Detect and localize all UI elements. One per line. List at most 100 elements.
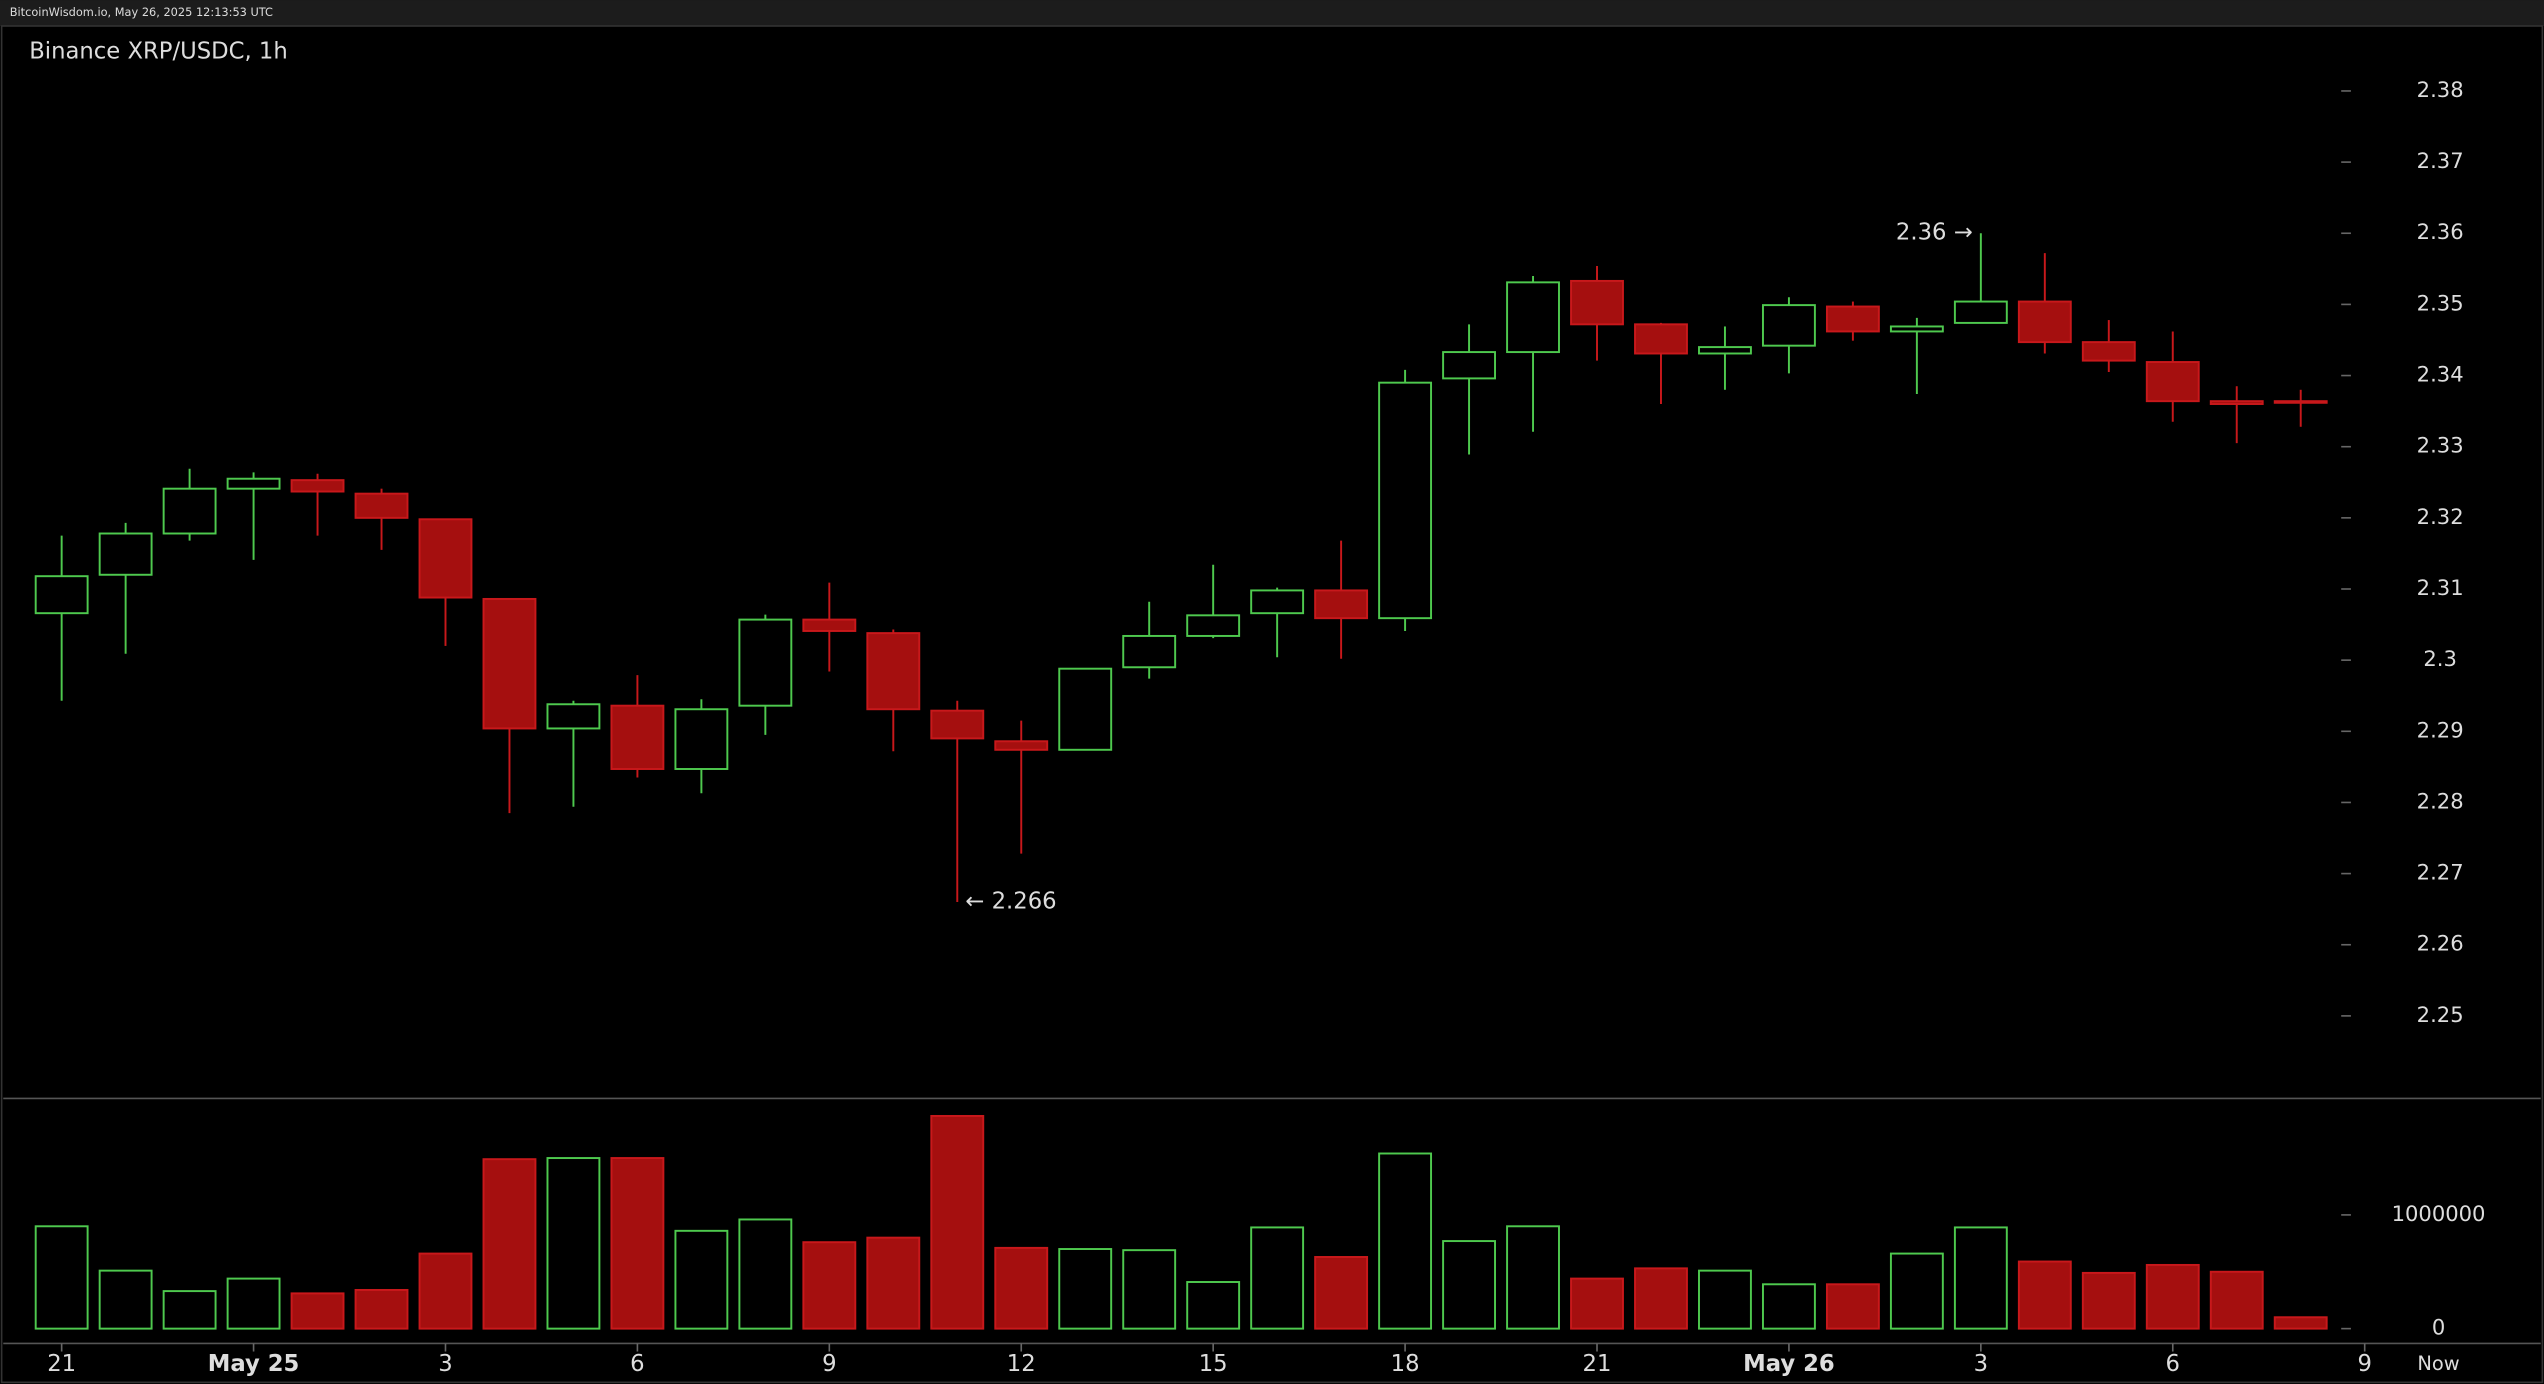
volume-bar: [930, 1114, 985, 1330]
volume-bar: [162, 1290, 217, 1330]
candle-body: [1442, 351, 1496, 380]
volume-tick-label: 1000000: [2392, 1201, 2486, 1226]
volume-bar: [1889, 1252, 1944, 1330]
volume-tick-label: 0: [2432, 1315, 2445, 1340]
volume-bar: [674, 1229, 729, 1330]
volume-bar: [98, 1269, 153, 1330]
volume-bar: [1442, 1240, 1496, 1330]
candle-body: [2145, 361, 2200, 403]
volume-bar: [290, 1292, 345, 1330]
candle-body: [610, 704, 665, 770]
y-tick-label: 2.33: [2417, 433, 2464, 458]
chart-title: Binance XRP/USDC, 1h: [29, 38, 288, 64]
candle-body: [866, 632, 921, 711]
volume-bar: [1314, 1256, 1369, 1330]
candle-body: [226, 477, 281, 490]
candle-body: [1889, 325, 1944, 333]
y-tick-label: 2.29: [2417, 717, 2464, 742]
volume-bar: [1058, 1248, 1113, 1330]
top-bar: [0, 0, 2544, 26]
candle-body: [1186, 614, 1241, 637]
candle-body: [34, 575, 89, 615]
volume-bar: [226, 1277, 281, 1330]
candle-body: [98, 532, 153, 576]
y-tick-label: 2.27: [2417, 860, 2464, 885]
candle-body: [162, 487, 217, 535]
volume-bar: [802, 1241, 857, 1330]
candle-body: [1058, 667, 1113, 751]
y-tick-label: 2.35: [2417, 290, 2464, 315]
x-tick-label: 21: [1583, 1351, 1612, 1377]
x-tick-label: 21: [47, 1351, 76, 1377]
candle-body: [2209, 400, 2264, 405]
volume-bar: [34, 1225, 89, 1330]
volume-bar: [2273, 1316, 2328, 1330]
volume-bar: [866, 1236, 921, 1330]
y-tick-label: 2.28: [2417, 788, 2464, 813]
frame: [0, 25, 2544, 1384]
volume-bar: [1570, 1277, 1624, 1330]
now-label: Now: [2417, 1352, 2459, 1375]
candle-body: [738, 618, 793, 707]
x-tick-label: 3: [438, 1351, 452, 1377]
candle-body: [1953, 300, 2008, 324]
x-tick-label: 18: [1391, 1351, 1420, 1377]
annotation: ← 2.266: [965, 889, 1056, 915]
volume-bar: [2081, 1271, 2136, 1330]
volume-bar: [546, 1157, 601, 1330]
annotation: 2.36 →: [1896, 220, 1973, 246]
volume-bar: [1953, 1226, 2008, 1330]
x-tick-label: May 26: [1743, 1351, 1835, 1377]
candle-body: [2081, 341, 2136, 362]
x-tick-label: 9: [822, 1351, 836, 1377]
candle-body: [802, 618, 857, 632]
volume-bar: [1378, 1152, 1433, 1330]
candle-body: [1761, 304, 1816, 347]
candle-body: [1506, 281, 1560, 354]
y-tick-label: 2.38: [2417, 77, 2464, 102]
candle-body: [674, 708, 729, 770]
candle-body: [546, 703, 601, 730]
volume-bar: [2017, 1260, 2072, 1330]
candle-body: [1314, 589, 1369, 620]
volume-bar: [354, 1288, 409, 1330]
y-tick-label: 2.34: [2417, 362, 2464, 387]
candle-body: [2017, 300, 2072, 344]
candle-body: [1122, 634, 1177, 669]
volume-bar: [1825, 1283, 1880, 1330]
y-tick-label: 2.31: [2417, 575, 2464, 600]
y-tick-label: 2.37: [2417, 148, 2464, 173]
volume-bar: [1634, 1267, 1688, 1330]
y-tick-label: 2.3: [2423, 646, 2457, 671]
candle-body: [1570, 279, 1624, 326]
candle-body: [354, 492, 409, 519]
volume-bar: [610, 1157, 665, 1330]
candle-body: [994, 740, 1049, 751]
candle-body: [1634, 323, 1688, 355]
y-tick-label: 2.36: [2417, 219, 2464, 244]
volume-bar: [994, 1246, 1049, 1330]
volume-bar: [2209, 1270, 2264, 1330]
candle-body: [290, 479, 345, 493]
volume-bar: [2145, 1263, 2200, 1330]
volume-bar: [1761, 1283, 1816, 1330]
volume-bar: [1250, 1226, 1305, 1330]
candle-body: [482, 597, 537, 730]
candle-body: [1825, 305, 1880, 333]
volume-bar: [738, 1218, 793, 1330]
y-tick-label: 2.32: [2417, 504, 2464, 529]
volume-bar: [1506, 1225, 1560, 1330]
x-tick-label: 6: [2166, 1351, 2180, 1377]
volume-bar: [1122, 1249, 1177, 1330]
x-tick-label: 15: [1199, 1351, 1228, 1377]
candle-body: [1250, 589, 1305, 615]
candle-body: [1698, 346, 1752, 355]
volume-bar: [1698, 1269, 1752, 1330]
x-tick-label: 3: [1974, 1351, 1988, 1377]
x-tick-label: May 25: [208, 1351, 300, 1377]
source-stamp: BitcoinWisdom.io, May 26, 2025 12:13:53 …: [10, 5, 273, 19]
candle-body: [2273, 400, 2328, 404]
x-tick-label: 12: [1007, 1351, 1036, 1377]
